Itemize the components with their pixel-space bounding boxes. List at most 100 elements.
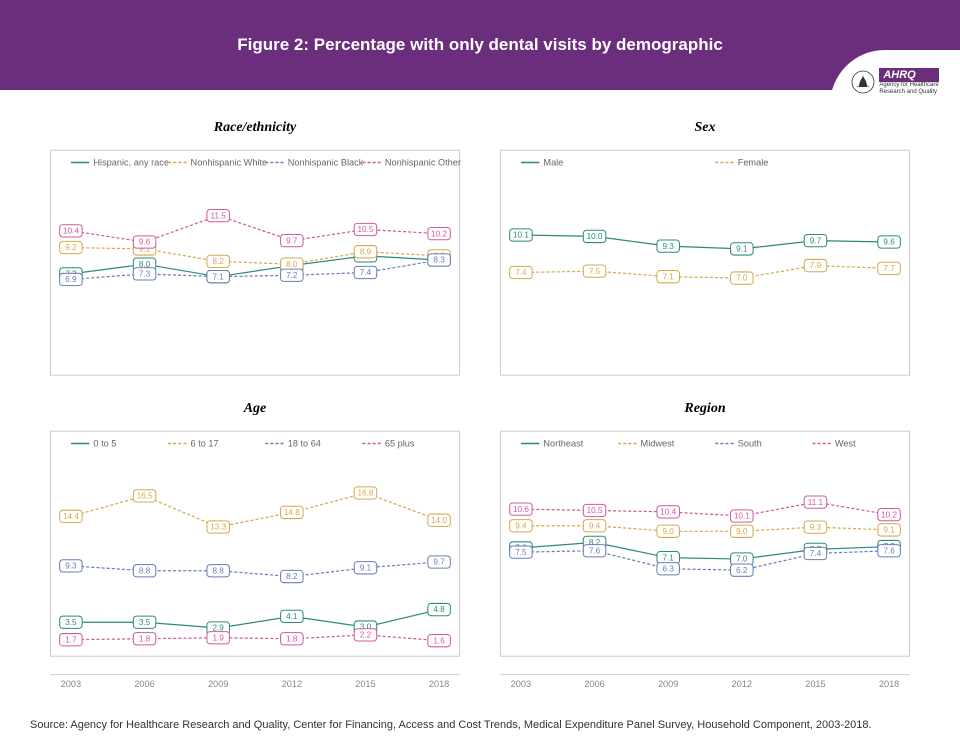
svg-text:8.2: 8.2 bbox=[286, 572, 298, 581]
svg-text:7.1: 7.1 bbox=[662, 272, 674, 281]
svg-text:7.7: 7.7 bbox=[883, 264, 895, 273]
svg-text:16.8: 16.8 bbox=[357, 488, 373, 497]
chart-svg-sex: MaleFemale10.110.09.39.19.79.67.47.57.17… bbox=[480, 140, 930, 396]
chart-title-region: Region bbox=[480, 401, 930, 417]
svg-text:14.0: 14.0 bbox=[431, 516, 447, 525]
svg-text:2009: 2009 bbox=[658, 679, 678, 689]
svg-text:7.6: 7.6 bbox=[589, 546, 601, 555]
svg-text:South: South bbox=[738, 438, 762, 448]
svg-text:2003: 2003 bbox=[61, 679, 81, 689]
svg-text:9.7: 9.7 bbox=[286, 236, 298, 245]
chart-panel-sex: SexMaleFemale10.110.09.39.19.79.67.47.57… bbox=[480, 120, 930, 401]
svg-text:10.4: 10.4 bbox=[63, 227, 79, 236]
source-note: Source: Agency for Healthcare Research a… bbox=[0, 710, 960, 741]
svg-text:2015: 2015 bbox=[805, 679, 825, 689]
svg-text:2006: 2006 bbox=[134, 679, 154, 689]
svg-text:2018: 2018 bbox=[879, 679, 899, 689]
svg-text:65 plus: 65 plus bbox=[385, 438, 415, 448]
svg-text:9.4: 9.4 bbox=[515, 521, 527, 530]
svg-text:2018: 2018 bbox=[429, 679, 449, 689]
svg-text:7.4: 7.4 bbox=[515, 268, 527, 277]
svg-text:8.8: 8.8 bbox=[212, 566, 224, 575]
svg-text:9.6: 9.6 bbox=[883, 238, 895, 247]
svg-text:2015: 2015 bbox=[355, 679, 375, 689]
svg-text:9.3: 9.3 bbox=[662, 242, 674, 251]
svg-text:West: West bbox=[835, 438, 856, 448]
chart-svg-region: NortheastMidwestSouthWest7.88.27.17.07.7… bbox=[480, 421, 930, 695]
svg-text:10.1: 10.1 bbox=[734, 511, 750, 520]
svg-text:Male: Male bbox=[543, 158, 563, 168]
ahrq-line1: Agency for Healthcare bbox=[879, 82, 938, 89]
svg-text:9.7: 9.7 bbox=[810, 236, 822, 245]
svg-text:9.0: 9.0 bbox=[736, 527, 748, 536]
svg-text:4.1: 4.1 bbox=[286, 612, 298, 621]
svg-text:7.5: 7.5 bbox=[589, 267, 601, 276]
svg-text:18 to 64: 18 to 64 bbox=[288, 438, 321, 448]
svg-text:10.1: 10.1 bbox=[513, 231, 529, 240]
svg-text:2.2: 2.2 bbox=[360, 630, 372, 639]
svg-text:7.1: 7.1 bbox=[212, 272, 224, 281]
chart-title-age: Age bbox=[30, 401, 480, 417]
svg-text:13.3: 13.3 bbox=[210, 522, 226, 531]
svg-text:3.5: 3.5 bbox=[65, 618, 77, 627]
svg-text:8.0: 8.0 bbox=[286, 260, 298, 269]
svg-text:10.0: 10.0 bbox=[587, 232, 603, 241]
chart-panel-age: Age0 to 56 to 1718 to 6465 plus3.53.52.9… bbox=[30, 401, 480, 700]
svg-text:9.3: 9.3 bbox=[65, 561, 77, 570]
svg-text:11.5: 11.5 bbox=[211, 211, 227, 220]
hhs-seal-icon bbox=[851, 70, 875, 94]
chart-title-race: Race/ethnicity bbox=[30, 120, 480, 136]
svg-text:14.4: 14.4 bbox=[63, 512, 79, 521]
svg-text:4.8: 4.8 bbox=[433, 605, 445, 614]
svg-text:Nonhispanic Black: Nonhispanic Black bbox=[288, 158, 364, 168]
chart-svg-age: 0 to 56 to 1718 to 6465 plus3.53.52.94.1… bbox=[30, 421, 480, 695]
svg-text:3.5: 3.5 bbox=[139, 618, 151, 627]
svg-text:9.4: 9.4 bbox=[589, 521, 601, 530]
chart-title-sex: Sex bbox=[480, 120, 930, 136]
svg-text:7.4: 7.4 bbox=[360, 268, 372, 277]
svg-text:9.6: 9.6 bbox=[139, 238, 151, 247]
svg-text:1.7: 1.7 bbox=[65, 635, 77, 644]
svg-text:9.3: 9.3 bbox=[810, 522, 822, 531]
svg-text:Hispanic, any race: Hispanic, any race bbox=[93, 158, 169, 168]
svg-text:8.9: 8.9 bbox=[360, 247, 372, 256]
charts-grid: Race/ethnicityHispanic, any raceNonhispa… bbox=[0, 90, 960, 710]
svg-text:6 to 17: 6 to 17 bbox=[191, 438, 219, 448]
svg-text:8.2: 8.2 bbox=[212, 257, 224, 266]
svg-text:10.5: 10.5 bbox=[587, 506, 603, 515]
figure-title: Figure 2: Percentage with only dental vi… bbox=[237, 35, 723, 55]
svg-text:10.2: 10.2 bbox=[881, 510, 897, 519]
svg-text:9.1: 9.1 bbox=[883, 525, 895, 534]
ahrq-logo: AHRQ Agency for Healthcare Research and … bbox=[879, 68, 938, 95]
svg-text:10.4: 10.4 bbox=[660, 507, 676, 516]
svg-text:7.2: 7.2 bbox=[286, 271, 298, 280]
ahrq-abbr: AHRQ bbox=[879, 68, 938, 82]
svg-text:1.8: 1.8 bbox=[139, 634, 151, 643]
svg-text:Midwest: Midwest bbox=[641, 438, 675, 448]
svg-text:10.2: 10.2 bbox=[431, 229, 447, 238]
svg-text:7.1: 7.1 bbox=[662, 553, 674, 562]
svg-text:1.9: 1.9 bbox=[212, 633, 224, 642]
svg-text:1.8: 1.8 bbox=[286, 634, 298, 643]
chart-panel-region: RegionNortheastMidwestSouthWest7.88.27.1… bbox=[480, 401, 930, 700]
svg-text:14.8: 14.8 bbox=[284, 508, 300, 517]
svg-text:Female: Female bbox=[738, 158, 769, 168]
svg-text:16.5: 16.5 bbox=[137, 491, 153, 500]
agency-logo: AHRQ Agency for Healthcare Research and … bbox=[830, 50, 960, 105]
header-banner: Figure 2: Percentage with only dental vi… bbox=[0, 0, 960, 90]
chart-svg-race: Hispanic, any raceNonhispanic WhiteNonhi… bbox=[30, 140, 480, 396]
svg-text:2009: 2009 bbox=[208, 679, 228, 689]
svg-text:7.0: 7.0 bbox=[736, 274, 748, 283]
svg-text:Nonhispanic Other: Nonhispanic Other bbox=[385, 158, 461, 168]
svg-text:10.6: 10.6 bbox=[513, 504, 529, 513]
svg-text:6.9: 6.9 bbox=[65, 275, 77, 284]
svg-text:Northeast: Northeast bbox=[543, 438, 583, 448]
svg-text:2012: 2012 bbox=[732, 679, 752, 689]
svg-text:1.6: 1.6 bbox=[433, 636, 445, 645]
ahrq-line2: Research and Quality bbox=[879, 89, 938, 96]
svg-text:7.9: 7.9 bbox=[810, 261, 822, 270]
svg-text:6.2: 6.2 bbox=[736, 566, 748, 575]
svg-text:9.1: 9.1 bbox=[360, 563, 372, 572]
svg-text:8.8: 8.8 bbox=[139, 566, 151, 575]
svg-text:7.6: 7.6 bbox=[883, 546, 895, 555]
